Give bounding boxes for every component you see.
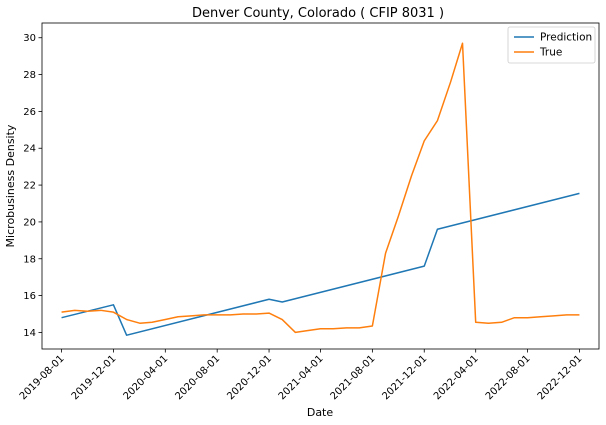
y-tick-label: 24 [23, 144, 36, 155]
x-tick-label: 2020-04-01 [122, 353, 171, 402]
legend-box [507, 26, 596, 64]
series-line-prediction [61, 192, 580, 336]
y-tick-label: 16 [23, 291, 36, 302]
y-tick-label: 18 [23, 254, 36, 265]
y-tick-label: 26 [23, 107, 36, 118]
x-tick-label: 2021-08-01 [329, 353, 378, 402]
x-tick-label: 2022-08-01 [484, 353, 533, 402]
series-line-true [61, 42, 580, 334]
y-tick-label: 20 [23, 217, 36, 228]
x-tick-label: 2020-08-01 [173, 353, 222, 402]
x-axis-label: Date [307, 406, 334, 419]
y-tick-label: 22 [23, 181, 36, 192]
x-tick-label: 2022-12-01 [536, 353, 585, 402]
x-tick-label: 2022-04-01 [432, 353, 481, 402]
plot-frame [41, 22, 600, 350]
legend: Prediction True [507, 26, 596, 64]
y-axis-label: Microbusiness Density [4, 124, 17, 247]
legend-label-true: True [539, 47, 562, 59]
legend-label-prediction: Prediction [540, 32, 592, 44]
y-tick-label: 30 [23, 33, 36, 44]
y-tick-label: 28 [23, 70, 36, 81]
x-tick-label: 2021-12-01 [380, 353, 429, 402]
x-tick-label: 2019-08-01 [18, 353, 67, 402]
x-tick-label: 2020-12-01 [225, 353, 274, 402]
x-tick-label: 2021-04-01 [277, 353, 326, 402]
chart-title: Denver County, Colorado ( CFIP 8031 ) [192, 6, 444, 21]
x-tick-label: 2019-12-01 [70, 353, 119, 402]
y-tick-label: 14 [23, 328, 36, 339]
